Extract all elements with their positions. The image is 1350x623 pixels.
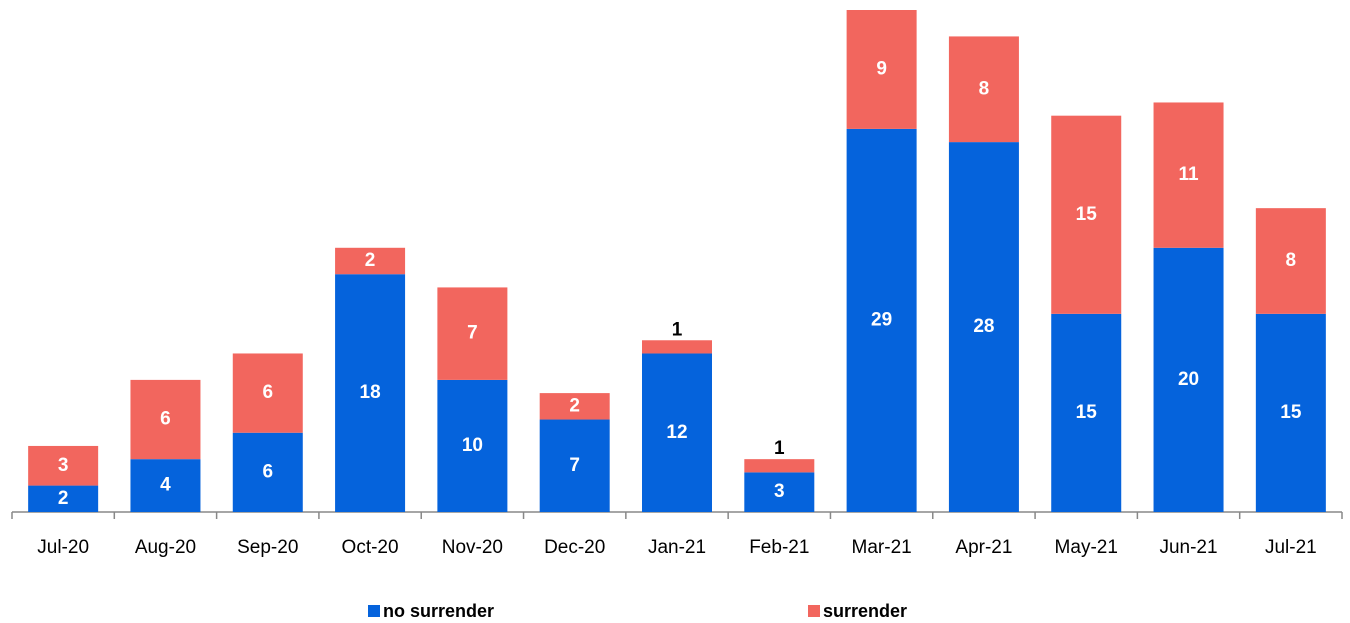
bar-segment (1051, 313, 1122, 512)
bar-segment (1255, 313, 1326, 512)
bar-segment (1153, 102, 1224, 248)
bar-segment (130, 379, 201, 460)
data-label: 4 (160, 475, 171, 496)
data-label: 1 (672, 319, 683, 340)
legend-swatch (368, 605, 380, 617)
data-label: 2 (569, 395, 580, 416)
bar-segment (335, 247, 406, 275)
data-label: 15 (1280, 402, 1302, 423)
x-tick-label: Dec-20 (544, 537, 605, 558)
data-label: 8 (979, 78, 990, 99)
data-label: 20 (1178, 369, 1199, 390)
legend-label: no surrender (383, 601, 494, 621)
x-tick-label: Feb-21 (749, 537, 809, 558)
bar-segment (1051, 115, 1122, 314)
data-label: 6 (262, 461, 273, 482)
bar-segment (28, 485, 99, 512)
data-label: 2 (58, 488, 69, 509)
bar-segment (948, 36, 1019, 143)
data-label: 7 (467, 323, 478, 344)
bar-segment (437, 379, 508, 512)
x-tick-label: Jun-21 (1159, 537, 1217, 558)
data-label: 8 (1286, 250, 1297, 271)
data-label: 15 (1076, 204, 1098, 225)
data-label: 9 (876, 58, 887, 79)
bar-segment (642, 353, 712, 512)
x-tick-label: Jan-21 (648, 537, 706, 558)
data-label: 29 (871, 309, 892, 330)
bar-segment (130, 459, 201, 512)
bar-segment (1153, 247, 1224, 512)
bar-segment (642, 340, 712, 354)
bar-segment (744, 459, 815, 473)
data-label: 7 (569, 455, 580, 476)
data-label: 12 (666, 422, 687, 443)
bar-segment (232, 432, 303, 512)
x-tick-label: Aug-20 (135, 537, 196, 558)
x-tick-label: Jul-21 (1265, 537, 1317, 558)
data-label: 3 (774, 481, 785, 502)
x-tick-label: Sep-20 (237, 537, 298, 558)
bar-segment (539, 419, 610, 512)
data-label: 2 (365, 250, 376, 271)
data-label: 3 (58, 455, 69, 476)
bar-segment (335, 274, 406, 512)
x-tick-label: Mar-21 (852, 537, 912, 558)
bar-segment (846, 10, 917, 129)
data-label: 15 (1076, 402, 1098, 423)
bar-segment (539, 393, 610, 420)
data-label: 11 (1178, 164, 1199, 185)
data-label: 6 (262, 382, 273, 403)
bar-segment (948, 142, 1019, 512)
bar-segment (744, 472, 815, 512)
x-tick-label: Nov-20 (442, 537, 503, 558)
x-tick-label: May-21 (1055, 537, 1118, 558)
data-label: 18 (360, 382, 381, 403)
x-tick-label: Oct-20 (342, 537, 399, 558)
bar-segment (437, 287, 508, 380)
bar-segment (846, 128, 917, 513)
legend-swatch (808, 605, 820, 617)
x-tick-label: Jul-20 (37, 537, 89, 558)
x-tick-label: Apr-21 (955, 537, 1012, 558)
legend-label: surrender (823, 601, 907, 621)
bar-segment (1255, 208, 1326, 314)
data-label: 6 (160, 409, 171, 430)
data-label: 10 (462, 435, 483, 456)
data-label: 28 (973, 316, 994, 337)
data-label: 1 (774, 438, 785, 459)
bar-segment (232, 353, 303, 433)
bar-segment (28, 445, 99, 486)
